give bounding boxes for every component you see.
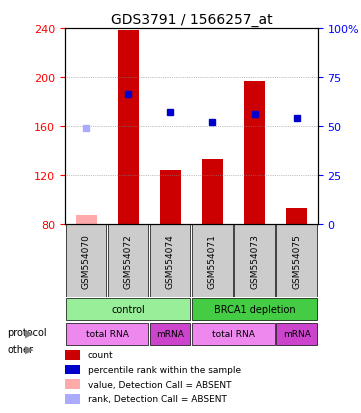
FancyBboxPatch shape — [192, 224, 232, 297]
Text: ▶: ▶ — [25, 328, 33, 337]
Text: percentile rank within the sample: percentile rank within the sample — [88, 365, 241, 374]
FancyBboxPatch shape — [66, 224, 106, 297]
Text: total RNA: total RNA — [86, 330, 129, 339]
Text: GSM554075: GSM554075 — [292, 233, 301, 288]
Text: protocol: protocol — [7, 328, 47, 337]
Text: control: control — [111, 304, 145, 315]
FancyBboxPatch shape — [192, 299, 317, 320]
Bar — [118, 31, 139, 224]
Text: GSM554072: GSM554072 — [124, 233, 132, 288]
FancyBboxPatch shape — [150, 323, 191, 345]
Bar — [286, 208, 307, 224]
Text: value, Detection Call = ABSENT: value, Detection Call = ABSENT — [88, 380, 231, 389]
Text: GSM554070: GSM554070 — [82, 233, 91, 288]
FancyBboxPatch shape — [277, 323, 317, 345]
Bar — [65, 350, 80, 360]
Text: total RNA: total RNA — [212, 330, 255, 339]
Bar — [202, 159, 223, 224]
Text: other: other — [7, 344, 33, 354]
FancyBboxPatch shape — [150, 224, 191, 297]
Text: rank, Detection Call = ABSENT: rank, Detection Call = ABSENT — [88, 394, 227, 404]
Text: count: count — [88, 351, 113, 359]
Title: GDS3791 / 1566257_at: GDS3791 / 1566257_at — [110, 12, 272, 26]
Bar — [65, 394, 80, 404]
Text: GSM554073: GSM554073 — [250, 233, 259, 288]
FancyBboxPatch shape — [66, 299, 191, 320]
FancyBboxPatch shape — [108, 224, 148, 297]
Text: mRNA: mRNA — [283, 330, 310, 339]
FancyBboxPatch shape — [192, 323, 275, 345]
Text: GSM554071: GSM554071 — [208, 233, 217, 288]
Bar — [244, 81, 265, 224]
Text: GSM554074: GSM554074 — [166, 233, 175, 288]
Bar — [160, 171, 181, 224]
Text: BRCA1 depletion: BRCA1 depletion — [214, 304, 295, 315]
FancyBboxPatch shape — [277, 224, 317, 297]
Bar — [65, 365, 80, 374]
FancyBboxPatch shape — [66, 323, 148, 345]
Text: mRNA: mRNA — [156, 330, 184, 339]
FancyBboxPatch shape — [234, 224, 275, 297]
Text: ▶: ▶ — [25, 344, 33, 354]
Bar — [65, 380, 80, 389]
Bar — [75, 216, 96, 224]
